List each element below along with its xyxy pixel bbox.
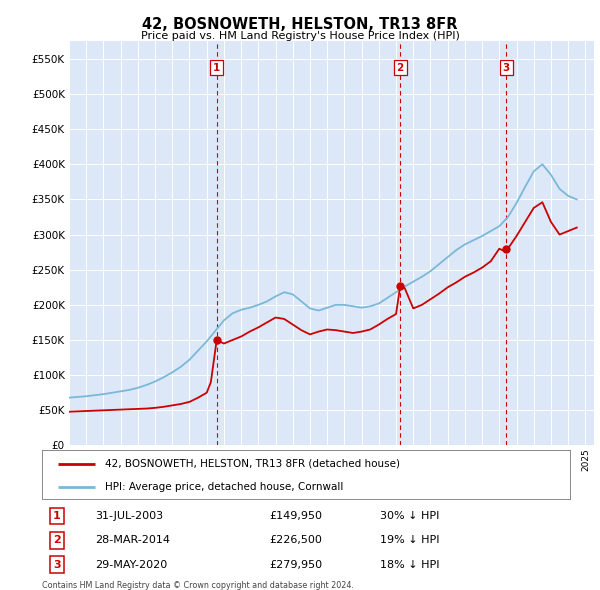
Text: 3: 3 (53, 559, 61, 569)
Text: 28-MAR-2014: 28-MAR-2014 (95, 536, 170, 545)
Text: £279,950: £279,950 (269, 559, 322, 569)
Text: 19% ↓ HPI: 19% ↓ HPI (380, 536, 439, 545)
Text: £149,950: £149,950 (269, 512, 322, 522)
Text: 42, BOSNOWETH, HELSTON, TR13 8FR: 42, BOSNOWETH, HELSTON, TR13 8FR (142, 17, 458, 31)
Text: 29-MAY-2020: 29-MAY-2020 (95, 559, 167, 569)
Text: 3: 3 (503, 63, 510, 73)
Text: 1: 1 (213, 63, 220, 73)
Text: 30% ↓ HPI: 30% ↓ HPI (380, 512, 439, 522)
Text: HPI: Average price, detached house, Cornwall: HPI: Average price, detached house, Corn… (106, 482, 344, 492)
Text: 31-JUL-2003: 31-JUL-2003 (95, 512, 163, 522)
Text: Price paid vs. HM Land Registry's House Price Index (HPI): Price paid vs. HM Land Registry's House … (140, 31, 460, 41)
Text: 2: 2 (53, 536, 61, 545)
Text: 18% ↓ HPI: 18% ↓ HPI (380, 559, 439, 569)
Text: 2: 2 (397, 63, 404, 73)
Text: 1: 1 (53, 512, 61, 522)
Text: 42, BOSNOWETH, HELSTON, TR13 8FR (detached house): 42, BOSNOWETH, HELSTON, TR13 8FR (detach… (106, 458, 400, 468)
Text: Contains HM Land Registry data © Crown copyright and database right 2024.
This d: Contains HM Land Registry data © Crown c… (42, 581, 354, 590)
Text: £226,500: £226,500 (269, 536, 322, 545)
